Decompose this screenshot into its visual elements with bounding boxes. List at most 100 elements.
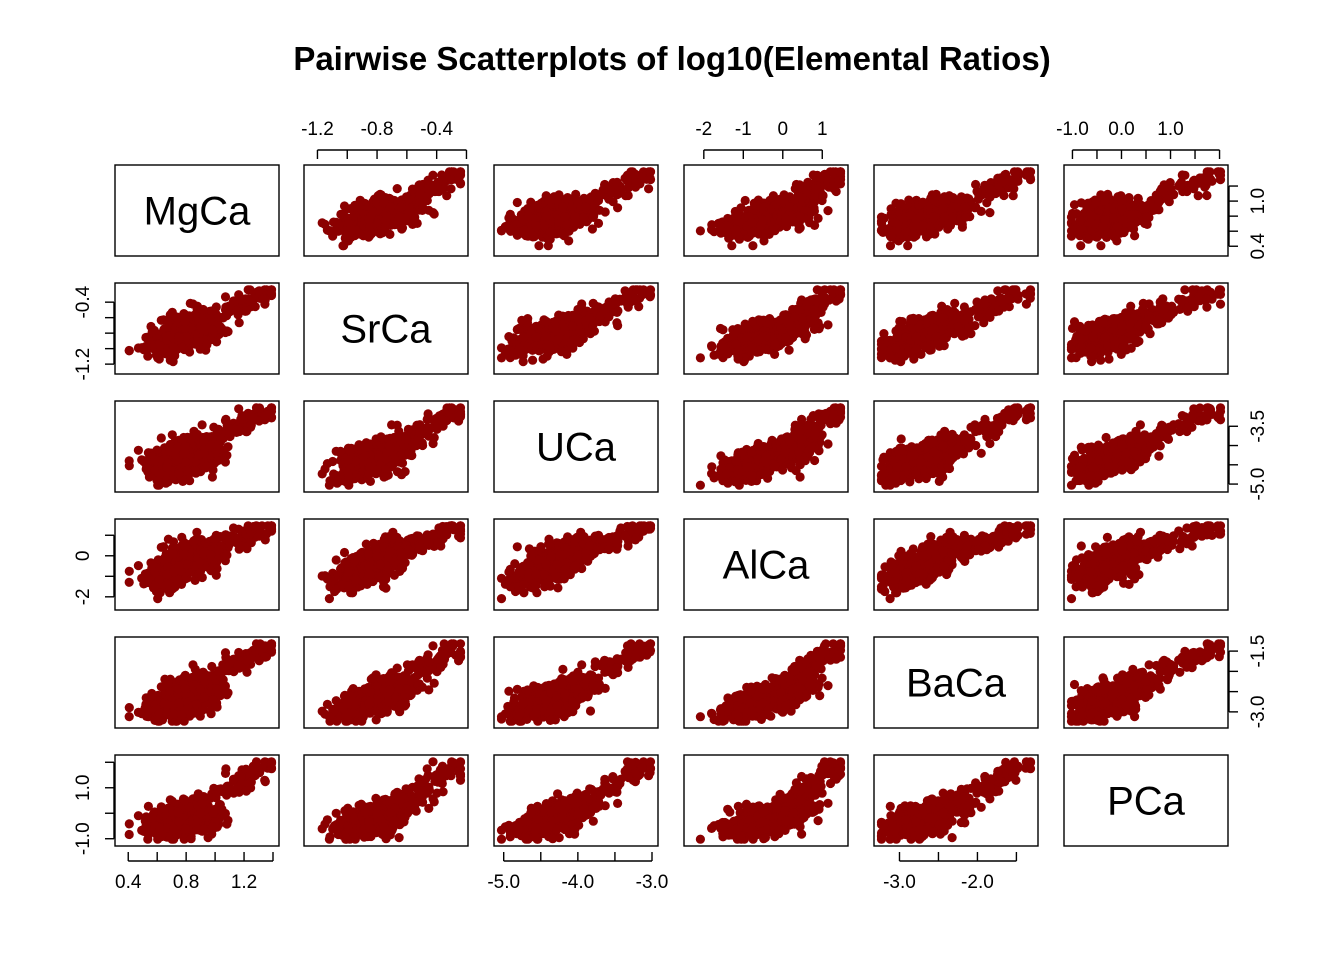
data-point xyxy=(795,180,805,190)
data-point xyxy=(630,294,641,305)
data-point xyxy=(260,294,270,305)
data-point xyxy=(733,354,743,364)
data-point xyxy=(531,221,541,231)
data-point xyxy=(795,212,806,222)
data-point xyxy=(214,312,224,322)
data-point xyxy=(375,229,385,239)
panel-SrCa-UCa xyxy=(493,282,659,375)
data-point xyxy=(612,296,622,307)
data-point xyxy=(518,215,529,225)
data-point xyxy=(758,215,768,225)
data-point xyxy=(644,184,654,194)
data-point xyxy=(234,318,244,328)
data-point xyxy=(939,212,950,222)
data-point xyxy=(1107,229,1117,239)
data-point xyxy=(241,306,251,316)
scatter-points xyxy=(124,285,277,367)
data-point xyxy=(962,193,972,203)
data-point xyxy=(567,321,578,331)
data-point xyxy=(394,212,404,222)
data-point xyxy=(733,324,743,334)
data-point xyxy=(180,316,190,327)
data-point xyxy=(924,229,934,239)
data-point xyxy=(903,241,913,251)
scatter-points xyxy=(876,167,1036,251)
data-point xyxy=(1096,241,1106,251)
data-point xyxy=(541,316,551,326)
data-point xyxy=(1075,216,1085,226)
data-point xyxy=(169,343,179,353)
data-point xyxy=(748,316,758,326)
data-point xyxy=(632,178,643,188)
data-point xyxy=(538,354,548,364)
scatter-points xyxy=(876,285,1036,367)
data-point xyxy=(1162,194,1172,204)
panel-MgCa-UCa xyxy=(493,164,659,257)
data-point xyxy=(581,202,591,212)
data-point xyxy=(560,212,570,222)
panel-SrCa-MgCa xyxy=(114,282,280,375)
panel-frame xyxy=(114,164,280,257)
data-point xyxy=(834,294,844,304)
data-point xyxy=(938,204,948,214)
data-point xyxy=(1214,167,1224,177)
data-point xyxy=(185,298,195,308)
panel-MgCa-PCa xyxy=(1063,164,1229,257)
data-point xyxy=(811,310,821,320)
data-point xyxy=(1202,176,1212,186)
data-point xyxy=(807,207,817,217)
data-point xyxy=(1159,180,1169,190)
data-point xyxy=(758,332,768,342)
data-point xyxy=(742,332,752,342)
data-point xyxy=(815,286,826,296)
scatter-points xyxy=(496,285,656,367)
data-point xyxy=(723,333,733,343)
data-point xyxy=(1188,178,1198,188)
data-point xyxy=(819,299,830,309)
panel-MgCa-BaCa xyxy=(873,164,1039,257)
data-point xyxy=(747,217,757,228)
data-point xyxy=(496,353,507,363)
data-point xyxy=(630,170,641,180)
scatter-points xyxy=(317,167,466,251)
data-point xyxy=(719,343,730,353)
data-point xyxy=(558,202,568,212)
data-point xyxy=(960,212,971,222)
data-point xyxy=(382,212,392,222)
data-point xyxy=(225,301,235,311)
data-point xyxy=(1008,191,1018,201)
data-point xyxy=(707,225,717,235)
variable-label: SrCa xyxy=(340,308,432,352)
data-point xyxy=(1129,210,1139,220)
data-point xyxy=(985,208,995,218)
data-point xyxy=(761,229,771,239)
data-point xyxy=(1076,224,1086,234)
data-point xyxy=(748,241,758,251)
data-point xyxy=(604,194,614,204)
data-point xyxy=(163,315,173,325)
data-point xyxy=(174,332,184,342)
data-point xyxy=(1076,241,1086,251)
data-point xyxy=(442,191,452,201)
data-point xyxy=(973,194,984,204)
data-point xyxy=(504,213,514,223)
data-point xyxy=(999,190,1009,201)
data-point xyxy=(604,312,614,322)
data-point xyxy=(570,334,580,345)
data-point xyxy=(620,286,630,296)
data-point xyxy=(534,241,544,251)
data-point xyxy=(612,177,622,187)
data-point xyxy=(982,198,992,208)
data-point xyxy=(155,341,165,351)
data-point xyxy=(541,331,551,342)
data-point xyxy=(747,343,757,353)
chart-title: Pairwise Scatterplots of log10(Elemental… xyxy=(293,40,1050,77)
data-point xyxy=(397,221,407,231)
data-point xyxy=(585,193,595,203)
data-point xyxy=(756,315,766,325)
data-point xyxy=(790,194,800,204)
data-point xyxy=(815,173,826,183)
data-point xyxy=(740,195,750,206)
data-point xyxy=(560,323,570,333)
